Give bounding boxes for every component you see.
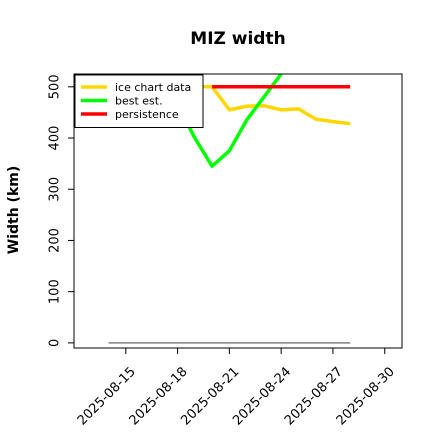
chart-title: MIZ width bbox=[190, 29, 285, 49]
y-tick-label: 100 bbox=[48, 279, 63, 304]
y-axis-label: Width (km) bbox=[6, 166, 22, 255]
legend-entry: persistence bbox=[115, 108, 179, 121]
y-tick-label: 200 bbox=[48, 228, 63, 253]
legend-entry: ice chart data bbox=[115, 81, 191, 94]
plot-frame bbox=[73, 73, 403, 349]
y-tick-label: 500 bbox=[48, 74, 63, 99]
series-line-2 bbox=[176, 74, 283, 168]
legend-entry: best est. bbox=[115, 95, 163, 108]
y-tick-label: 400 bbox=[48, 126, 63, 151]
y-tick-label: 300 bbox=[48, 177, 63, 202]
y-tick-label: 0 bbox=[48, 339, 63, 347]
